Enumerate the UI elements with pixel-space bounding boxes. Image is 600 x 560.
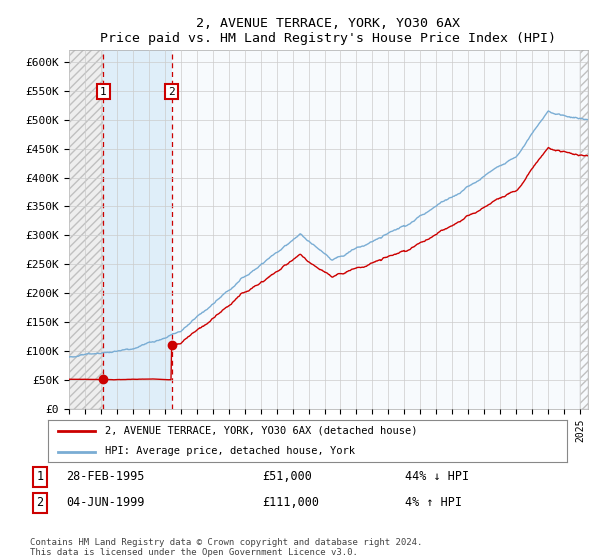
Bar <box>172 50 588 409</box>
Text: 2: 2 <box>37 496 43 509</box>
Text: 44% ↓ HPI: 44% ↓ HPI <box>406 470 469 483</box>
Text: 04-JUN-1999: 04-JUN-1999 <box>66 496 144 509</box>
Text: 4% ↑ HPI: 4% ↑ HPI <box>406 496 463 509</box>
Text: 2, AVENUE TERRACE, YORK, YO30 6AX (detached house): 2, AVENUE TERRACE, YORK, YO30 6AX (detac… <box>105 426 418 436</box>
Text: £111,000: £111,000 <box>262 496 319 509</box>
Text: £51,000: £51,000 <box>262 470 312 483</box>
Text: 28-FEB-1995: 28-FEB-1995 <box>66 470 144 483</box>
Text: 1: 1 <box>100 87 107 97</box>
Title: 2, AVENUE TERRACE, YORK, YO30 6AX
Price paid vs. HM Land Registry's House Price : 2, AVENUE TERRACE, YORK, YO30 6AX Price … <box>101 17 557 45</box>
Text: 1: 1 <box>37 470 43 483</box>
Text: 2: 2 <box>168 87 175 97</box>
Text: HPI: Average price, detached house, York: HPI: Average price, detached house, York <box>105 446 355 456</box>
Bar <box>580 50 588 409</box>
Text: Contains HM Land Registry data © Crown copyright and database right 2024.
This d: Contains HM Land Registry data © Crown c… <box>30 538 422 557</box>
Bar <box>103 50 172 409</box>
Bar <box>69 50 103 409</box>
Bar <box>69 50 103 409</box>
